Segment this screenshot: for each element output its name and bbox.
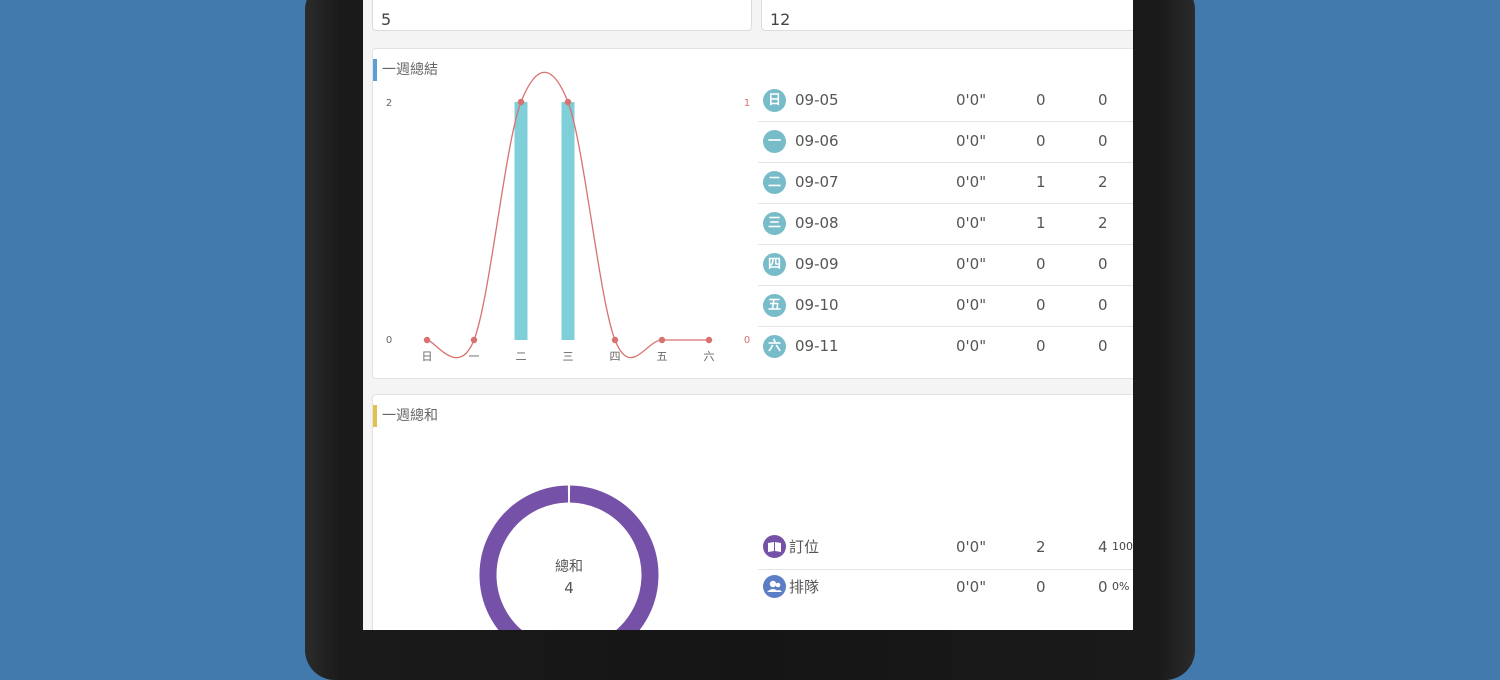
total-row-queue[interactable]: 排隊 0'0" 0 0 0%: [758, 569, 1133, 610]
chart-point: [658, 336, 666, 344]
chart-point: [705, 336, 713, 344]
x-tick-label: 二: [516, 350, 527, 363]
percent-cell: 100%: [1112, 540, 1133, 553]
date-cell: 09-10: [795, 296, 839, 314]
book-icon: [763, 535, 786, 558]
count-cell: 0: [1036, 255, 1046, 273]
time-cell: 0'0": [956, 538, 987, 556]
donut-center-label: 總和: [555, 558, 583, 575]
row-label: 訂位: [789, 538, 820, 556]
time-cell: 0'0": [956, 337, 987, 355]
card-title: 一週總結: [373, 59, 438, 81]
y-right-tick-label: 0: [744, 335, 750, 346]
day-badge: 一: [763, 130, 786, 153]
date-cell: 09-06: [795, 132, 839, 150]
summary-field-left[interactable]: 5: [372, 0, 752, 31]
donut-center-value: 4: [564, 579, 574, 597]
people-cell: 0: [1098, 255, 1108, 273]
time-cell: 0'0": [956, 91, 987, 109]
date-cell: 09-08: [795, 214, 839, 232]
count-cell: 1: [1036, 173, 1046, 191]
chart-point: [517, 98, 525, 106]
table-row[interactable]: 二 09-07 0'0" 1 2: [758, 163, 1133, 204]
total-row-booking[interactable]: 訂位 0'0" 2 4 100%: [758, 529, 1133, 570]
time-cell: 0'0": [956, 214, 987, 232]
people-cell: 2: [1098, 173, 1108, 191]
day-badge: 五: [763, 294, 786, 317]
x-tick-label: 六: [704, 350, 715, 363]
count-cell: 0: [1036, 578, 1046, 596]
table-row[interactable]: 三 09-08 0'0" 1 2: [758, 204, 1133, 245]
chart-point: [470, 336, 478, 344]
users-icon: [763, 575, 786, 598]
people-cell: 0: [1098, 132, 1108, 150]
x-tick-label: 日: [422, 350, 433, 363]
chart-bar: [514, 102, 528, 340]
x-tick-label: 三: [563, 350, 574, 363]
chart-point: [611, 336, 619, 344]
chart-point: [564, 98, 572, 106]
people-cell: 0: [1098, 337, 1108, 355]
day-badge: 日: [763, 89, 786, 112]
table-row[interactable]: 四 09-09 0'0" 0 0: [758, 245, 1133, 286]
date-cell: 09-05: [795, 91, 839, 109]
week-summary-chart: 日 一 二 三 四 五 六 2 0 1 0: [386, 71, 750, 363]
day-badge: 三: [763, 212, 786, 235]
count-cell: 2: [1036, 538, 1046, 556]
y-right-tick-label: 1: [744, 98, 750, 109]
date-cell: 09-07: [795, 173, 839, 191]
chart-point: [423, 336, 431, 344]
table-row[interactable]: 日 09-05 0'0" 0 0: [758, 81, 1133, 122]
day-badge: 四: [763, 253, 786, 276]
table-row[interactable]: 六 09-11 0'0" 0 0: [758, 327, 1133, 368]
time-cell: 0'0": [956, 296, 987, 314]
date-cell: 09-11: [795, 337, 839, 355]
row-label: 排隊: [789, 578, 820, 596]
time-cell: 0'0": [956, 132, 987, 150]
date-cell: 09-09: [795, 255, 839, 273]
table-row[interactable]: 一 09-06 0'0" 0 0: [758, 122, 1133, 163]
donut-slice: [479, 485, 659, 630]
day-badge: 六: [763, 335, 786, 358]
time-cell: 0'0": [956, 173, 987, 191]
count-cell: 0: [1036, 296, 1046, 314]
people-cell: 4: [1098, 538, 1108, 556]
y-left-tick-label: 0: [386, 335, 392, 346]
y-left-tick-label: 2: [386, 98, 392, 109]
summary-field-right[interactable]: 12: [761, 0, 1133, 31]
time-cell: 0'0": [956, 578, 987, 596]
week-total-card: 一週總和 總和 4 訂位 0'0" 2 4 100%: [372, 394, 1133, 630]
people-cell: 2: [1098, 214, 1108, 232]
chart-bar: [561, 102, 575, 340]
x-tick-label: 四: [610, 350, 621, 363]
x-tick-label: 五: [657, 350, 668, 363]
people-cell: 0: [1098, 296, 1108, 314]
count-cell: 0: [1036, 132, 1046, 150]
card-title: 一週總和: [373, 405, 438, 427]
day-badge: 二: [763, 171, 786, 194]
x-tick-label: 一: [469, 350, 480, 363]
percent-cell: 0%: [1112, 580, 1130, 593]
week-total-donut: 總和 4: [479, 485, 659, 630]
count-cell: 1: [1036, 214, 1046, 232]
people-cell: 0: [1098, 91, 1108, 109]
people-cell: 0: [1098, 578, 1108, 596]
table-row[interactable]: 五 09-10 0'0" 0 0: [758, 286, 1133, 327]
count-cell: 0: [1036, 91, 1046, 109]
time-cell: 0'0": [956, 255, 987, 273]
count-cell: 0: [1036, 337, 1046, 355]
